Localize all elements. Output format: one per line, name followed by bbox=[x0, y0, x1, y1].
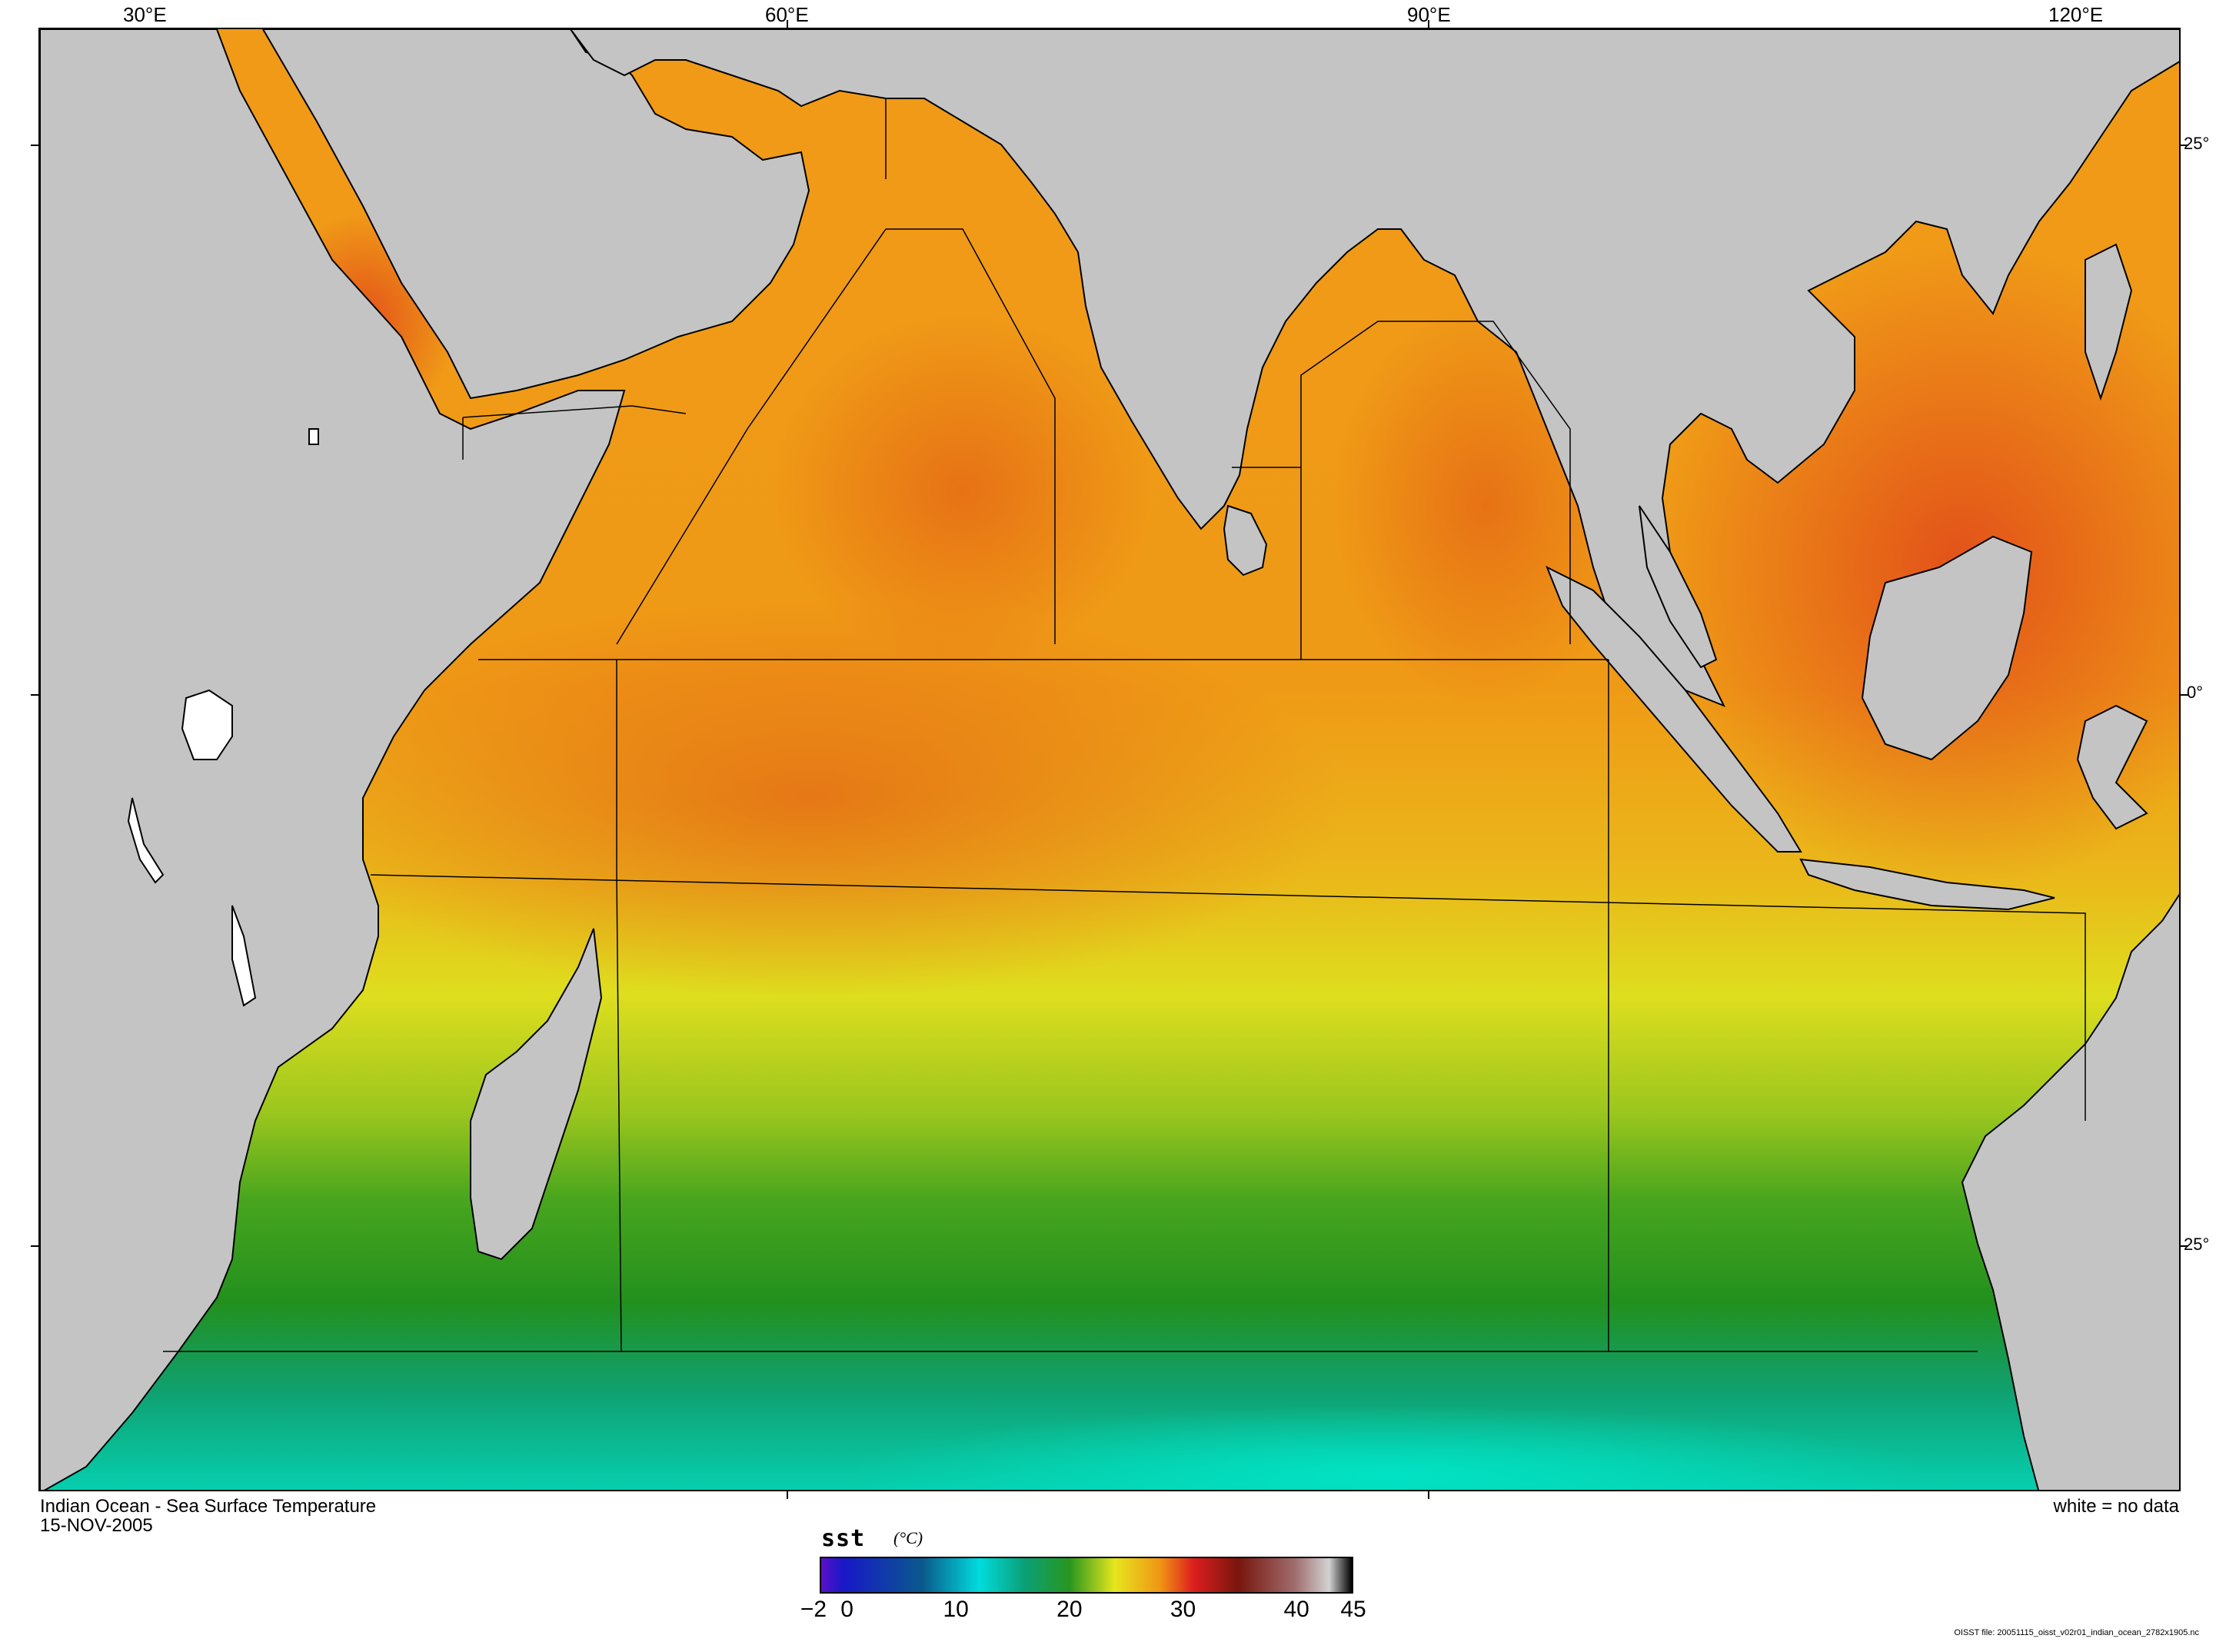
land-malay-peninsula bbox=[1639, 505, 1718, 669]
tick-mark bbox=[2179, 1245, 2188, 1247]
land-sri-lanka bbox=[1223, 504, 1268, 577]
island-no-data bbox=[308, 428, 319, 445]
no-data-note: white = no data bbox=[2053, 1496, 2179, 1517]
island-no-data bbox=[181, 689, 233, 760]
sst-map-canvas bbox=[40, 29, 2179, 1490]
land-masses bbox=[40, 29, 2179, 1490]
colorbar-tick-label: 20 bbox=[1056, 1597, 1083, 1622]
land-africa bbox=[40, 29, 626, 1490]
region-boundaries bbox=[163, 98, 2086, 1352]
tick-mark bbox=[31, 1245, 40, 1247]
land-madagascar bbox=[470, 928, 603, 1261]
land-java bbox=[1799, 858, 2055, 911]
land-philippines bbox=[2085, 243, 2133, 401]
land-australia bbox=[1961, 893, 2179, 1490]
tick-mark bbox=[2179, 694, 2188, 696]
tick-mark bbox=[31, 694, 40, 696]
map-date: 15-NOV-2005 bbox=[40, 1515, 153, 1536]
tick-mark bbox=[787, 1490, 788, 1499]
lon-label-120e: 120°E bbox=[2048, 3, 2104, 26]
region-line bbox=[1300, 321, 1571, 660]
region-line bbox=[616, 228, 887, 645]
colorbar-units: (°C) bbox=[893, 1528, 923, 1547]
island-no-data bbox=[127, 797, 165, 884]
colorbar-tick-label: 40 bbox=[1283, 1597, 1309, 1622]
cold-tongue bbox=[847, 1405, 1924, 1490]
lat-label-25s: 25° bbox=[2184, 1235, 2210, 1254]
colorbar bbox=[820, 1557, 1353, 1594]
colorbar-tick-label: 0 bbox=[840, 1597, 853, 1622]
tick-mark bbox=[1428, 1490, 1429, 1499]
colorbar-tick-label: −2 bbox=[800, 1597, 827, 1622]
colorbar-tick-label: 10 bbox=[943, 1597, 969, 1622]
region-line bbox=[886, 228, 1056, 644]
colorbar-tick-label: 45 bbox=[1340, 1597, 1366, 1622]
lat-label-25n: 25° bbox=[2184, 134, 2210, 153]
file-note: OISST file: 20051115_oisst_v02r01_indian… bbox=[1954, 1628, 2199, 1637]
tick-mark bbox=[787, 20, 788, 29]
colorbar-variable: sst bbox=[821, 1525, 866, 1552]
region-line bbox=[616, 660, 622, 1352]
sst-map bbox=[38, 28, 2181, 1491]
region-line bbox=[370, 874, 2086, 1121]
no-data-islands bbox=[127, 428, 319, 1007]
island-no-data bbox=[231, 905, 257, 1007]
land-borneo bbox=[1861, 535, 2033, 761]
warm-pool bbox=[770, 314, 1155, 667]
region-line bbox=[462, 405, 687, 418]
colorbar-tick-label: 30 bbox=[1170, 1597, 1196, 1622]
land-sulawesi bbox=[2076, 704, 2148, 830]
land-sumatra bbox=[1546, 565, 1802, 853]
tick-mark bbox=[1428, 20, 1429, 29]
map-title: Indian Ocean - Sea Surface Temperature bbox=[40, 1496, 377, 1517]
tick-mark bbox=[2179, 145, 2188, 146]
tick-mark bbox=[31, 145, 40, 146]
lon-label-30e: 30°E bbox=[123, 3, 167, 26]
lat-label-0: 0° bbox=[2187, 683, 2204, 702]
land-asia bbox=[569, 29, 2179, 707]
warm-pool bbox=[271, 598, 1347, 998]
